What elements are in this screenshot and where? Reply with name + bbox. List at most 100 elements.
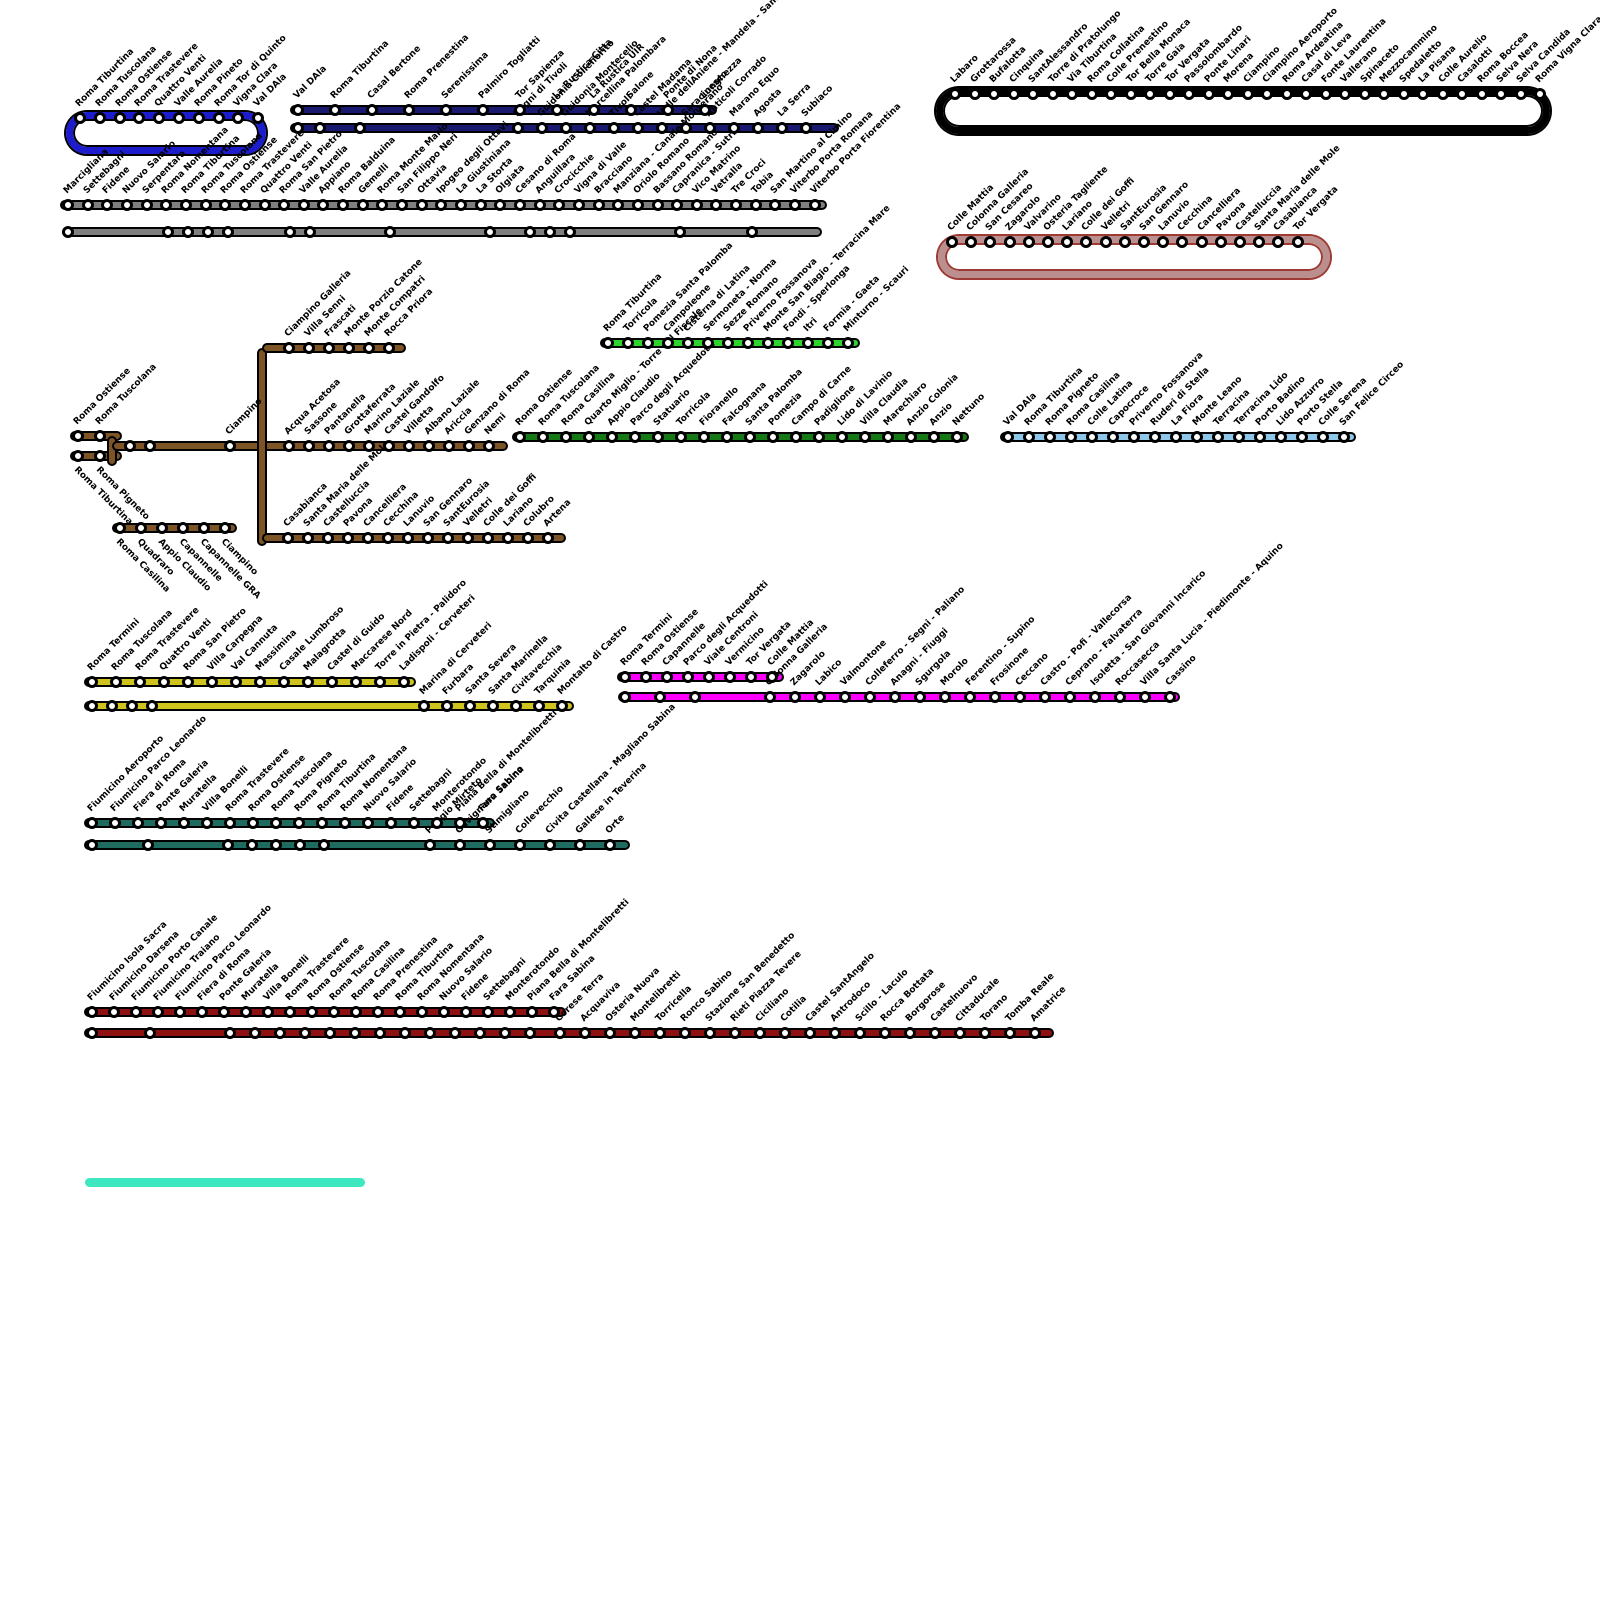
line-segment bbox=[84, 701, 574, 711]
station bbox=[682, 671, 694, 683]
station bbox=[1534, 88, 1546, 100]
station bbox=[1514, 88, 1527, 100]
station bbox=[218, 1006, 230, 1018]
station bbox=[342, 532, 354, 544]
station bbox=[1358, 88, 1371, 100]
station bbox=[1065, 431, 1077, 443]
station bbox=[1170, 431, 1182, 443]
line-segment bbox=[84, 840, 630, 850]
station bbox=[462, 532, 474, 544]
station bbox=[504, 1006, 516, 1018]
station bbox=[661, 671, 673, 683]
station bbox=[879, 1027, 891, 1039]
station bbox=[438, 1006, 450, 1018]
station bbox=[1128, 431, 1140, 443]
station bbox=[494, 199, 507, 211]
station bbox=[398, 676, 410, 688]
station bbox=[224, 1027, 236, 1039]
station bbox=[928, 431, 940, 443]
station bbox=[724, 671, 736, 683]
station bbox=[513, 199, 526, 211]
line-segment bbox=[62, 227, 822, 237]
station bbox=[81, 199, 94, 211]
station bbox=[1241, 88, 1254, 100]
station bbox=[889, 691, 901, 703]
station bbox=[383, 440, 395, 452]
station bbox=[278, 199, 291, 211]
station bbox=[1436, 88, 1449, 100]
station bbox=[314, 122, 326, 134]
line-segment bbox=[512, 432, 969, 442]
station bbox=[584, 122, 596, 134]
station bbox=[201, 817, 213, 829]
station bbox=[177, 522, 189, 534]
station bbox=[946, 236, 958, 248]
station bbox=[632, 122, 644, 134]
station bbox=[292, 104, 304, 116]
station bbox=[144, 1027, 156, 1039]
station bbox=[86, 676, 98, 688]
station bbox=[1086, 431, 1098, 443]
station bbox=[606, 431, 618, 443]
station bbox=[113, 112, 126, 124]
station bbox=[274, 1027, 286, 1039]
station bbox=[744, 431, 756, 443]
station bbox=[629, 431, 641, 443]
station bbox=[721, 431, 733, 443]
station bbox=[1105, 88, 1117, 100]
station bbox=[402, 532, 414, 544]
station bbox=[240, 1006, 252, 1018]
station bbox=[526, 1006, 538, 1018]
station bbox=[156, 522, 168, 534]
station bbox=[192, 112, 205, 124]
station bbox=[431, 817, 443, 829]
station bbox=[72, 450, 84, 462]
station bbox=[384, 226, 396, 238]
station bbox=[554, 1027, 566, 1039]
station bbox=[510, 700, 522, 712]
station bbox=[662, 337, 674, 349]
station bbox=[1319, 88, 1332, 100]
line-segment bbox=[84, 1007, 566, 1017]
station bbox=[1042, 236, 1054, 248]
station bbox=[680, 122, 692, 134]
station bbox=[514, 104, 526, 116]
station bbox=[322, 532, 334, 544]
station bbox=[93, 112, 106, 124]
station bbox=[939, 691, 951, 703]
station bbox=[304, 226, 316, 238]
station bbox=[133, 112, 146, 124]
station bbox=[710, 199, 723, 211]
station bbox=[533, 700, 545, 712]
station bbox=[722, 337, 734, 349]
station bbox=[442, 532, 454, 544]
station bbox=[86, 839, 98, 851]
station bbox=[544, 226, 556, 238]
station bbox=[339, 817, 351, 829]
station bbox=[619, 671, 631, 683]
station bbox=[474, 1027, 486, 1039]
station bbox=[836, 431, 848, 443]
station bbox=[790, 431, 802, 443]
station bbox=[1338, 431, 1350, 443]
station bbox=[964, 691, 976, 703]
station bbox=[278, 676, 290, 688]
station bbox=[622, 337, 634, 349]
station bbox=[441, 700, 453, 712]
station bbox=[198, 522, 210, 534]
station bbox=[592, 199, 605, 211]
station bbox=[374, 676, 386, 688]
station bbox=[403, 104, 415, 116]
station bbox=[1114, 691, 1126, 703]
station bbox=[656, 122, 668, 134]
station bbox=[625, 104, 637, 116]
station bbox=[86, 1027, 98, 1039]
station bbox=[782, 337, 794, 349]
station bbox=[769, 199, 782, 211]
station bbox=[424, 1027, 436, 1039]
line-segment bbox=[107, 436, 117, 466]
station bbox=[160, 199, 173, 211]
station bbox=[484, 226, 496, 238]
station bbox=[704, 1027, 716, 1039]
station bbox=[108, 1006, 120, 1018]
